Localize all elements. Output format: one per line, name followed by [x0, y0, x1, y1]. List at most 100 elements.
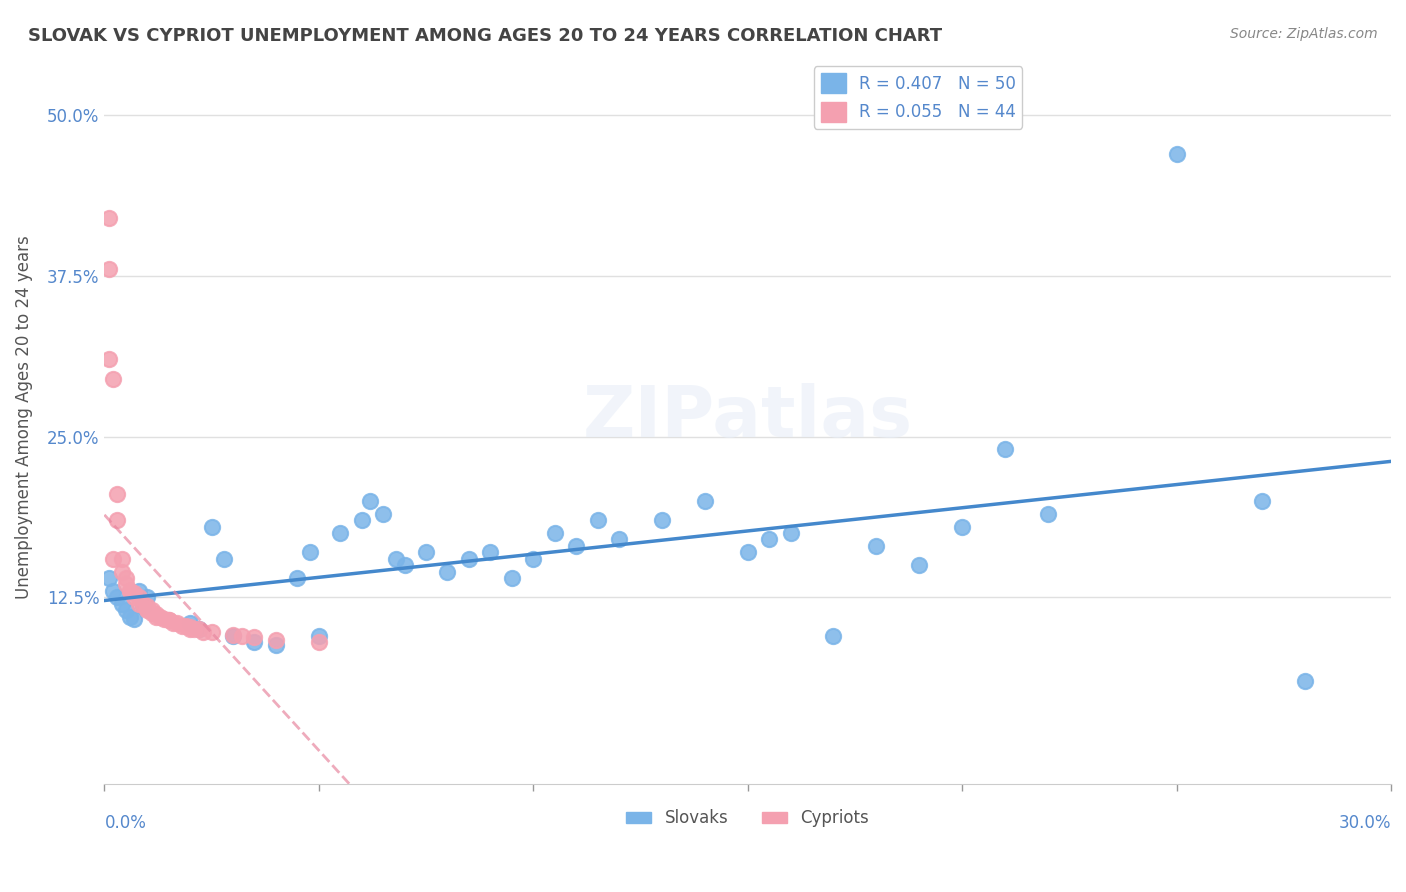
Point	[231, 629, 253, 643]
Point	[243, 630, 266, 644]
Point	[779, 526, 801, 541]
Text: SLOVAK VS CYPRIOT UNEMPLOYMENT AMONG AGES 20 TO 24 YEARS CORRELATION CHART: SLOVAK VS CYPRIOT UNEMPLOYMENT AMONG AGE…	[28, 27, 942, 45]
Point	[823, 629, 845, 643]
Point	[693, 494, 716, 508]
Point	[187, 623, 209, 637]
Text: 0.0%: 0.0%	[104, 814, 146, 832]
Point	[132, 597, 155, 611]
Point	[373, 507, 395, 521]
Point	[329, 526, 352, 541]
Point	[110, 597, 132, 611]
Point	[1294, 673, 1316, 688]
Point	[105, 591, 128, 605]
Point	[110, 565, 132, 579]
Legend: Slovaks, Cypriots: Slovaks, Cypriots	[620, 803, 876, 834]
Point	[436, 565, 458, 579]
Point	[101, 583, 124, 598]
Point	[114, 603, 136, 617]
Point	[97, 211, 120, 225]
Point	[1036, 507, 1059, 521]
Point	[183, 623, 205, 637]
Point	[200, 625, 222, 640]
Y-axis label: Unemployment Among Ages 20 to 24 years: Unemployment Among Ages 20 to 24 years	[15, 235, 32, 599]
Point	[214, 551, 236, 566]
Point	[120, 583, 142, 598]
Point	[97, 352, 120, 367]
Point	[415, 545, 437, 559]
Point	[124, 591, 146, 605]
Point	[1166, 146, 1188, 161]
Point	[222, 627, 245, 641]
Point	[128, 591, 150, 605]
Point	[141, 606, 163, 620]
Point	[145, 607, 167, 621]
Point	[308, 629, 330, 643]
Point	[501, 571, 523, 585]
Point	[285, 571, 308, 585]
Point	[170, 618, 193, 632]
Point	[191, 625, 214, 640]
Point	[865, 539, 887, 553]
Point	[97, 571, 120, 585]
Point	[299, 545, 322, 559]
Point	[157, 614, 180, 628]
Point	[950, 519, 973, 533]
Point	[737, 545, 759, 559]
Point	[565, 539, 588, 553]
Point	[141, 603, 163, 617]
Point	[994, 442, 1017, 457]
Point	[166, 616, 188, 631]
Point	[586, 513, 609, 527]
Point	[124, 586, 146, 600]
Point	[101, 551, 124, 566]
Point	[136, 591, 159, 605]
Point	[162, 616, 184, 631]
Point	[149, 609, 172, 624]
Point	[222, 629, 245, 643]
Point	[308, 635, 330, 649]
Point	[132, 599, 155, 614]
Point	[200, 519, 222, 533]
Point	[110, 551, 132, 566]
Point	[136, 603, 159, 617]
Point	[174, 618, 197, 632]
Point	[114, 571, 136, 585]
Point	[758, 533, 780, 547]
Point	[124, 612, 146, 626]
Point	[101, 372, 124, 386]
Point	[385, 551, 408, 566]
Point	[908, 558, 931, 573]
Point	[1251, 494, 1274, 508]
Point	[264, 632, 287, 647]
Point	[458, 551, 481, 566]
Point	[97, 262, 120, 277]
Point	[105, 513, 128, 527]
Point	[359, 494, 381, 508]
Point	[243, 635, 266, 649]
Point	[120, 609, 142, 624]
Point	[128, 597, 150, 611]
Point	[145, 609, 167, 624]
Point	[153, 612, 176, 626]
Point	[105, 487, 128, 501]
Point	[128, 583, 150, 598]
Point	[120, 583, 142, 598]
Point	[522, 551, 544, 566]
Point	[607, 533, 630, 547]
Text: Source: ZipAtlas.com: Source: ZipAtlas.com	[1230, 27, 1378, 41]
Point	[136, 599, 159, 614]
Point	[394, 558, 416, 573]
Point	[157, 614, 180, 628]
Point	[114, 577, 136, 591]
Point	[350, 513, 373, 527]
Point	[179, 620, 201, 634]
Text: 30.0%: 30.0%	[1339, 814, 1391, 832]
Point	[544, 526, 567, 541]
Text: ZIPatlas: ZIPatlas	[582, 383, 912, 451]
Point	[264, 638, 287, 652]
Point	[479, 545, 502, 559]
Point	[651, 513, 673, 527]
Point	[179, 616, 201, 631]
Point	[187, 623, 209, 637]
Point	[179, 623, 201, 637]
